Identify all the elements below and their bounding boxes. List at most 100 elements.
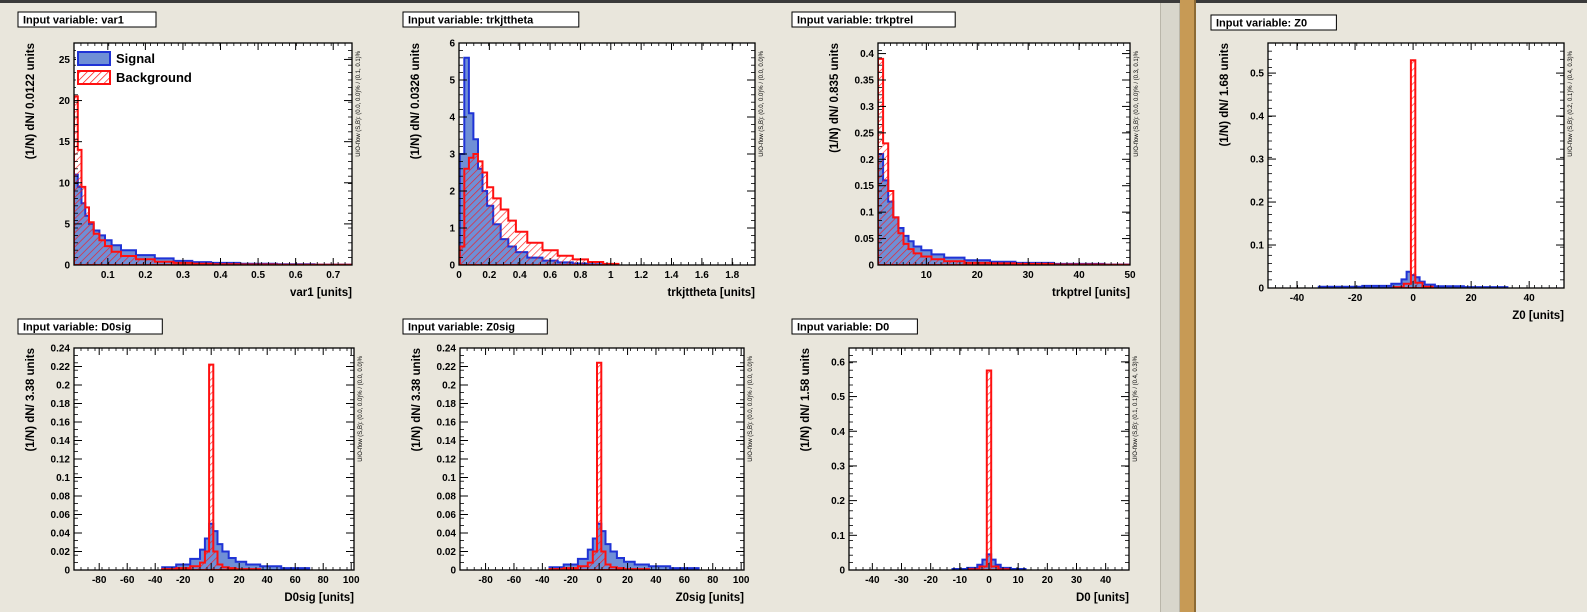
y-tick-label: 0.22 (51, 362, 71, 373)
y-tick-label: 1 (449, 224, 455, 235)
panel-title: Input variable: D0sig (23, 322, 131, 334)
y-tick-label: 0.5 (1250, 69, 1264, 80)
histogram-panel-4: Input variable: D0sig -80 -60 -40 -20 0 20 40 60… (17, 318, 364, 604)
y-tick-label: 0.18 (437, 399, 457, 410)
y-tick-label: 0.3 (831, 461, 845, 472)
y-tick-label: 15 (59, 137, 71, 148)
y-tick-label: 0.02 (437, 547, 457, 558)
y-tick-label: 0.4 (1250, 112, 1264, 123)
y-tick-label: 0.1 (860, 208, 874, 219)
y-tick-label: 0 (868, 261, 874, 272)
x-tick-label: 40 (262, 575, 274, 586)
y-tick-label: 5 (64, 219, 70, 230)
x-tick-label: 0.5 (251, 270, 265, 281)
x-tick-label: 1.2 (634, 270, 648, 281)
y-tick-label: 0.2 (1250, 198, 1264, 209)
y-axis-label: (1/N) dN/ 3.38 units (25, 348, 37, 452)
x-tick-label: 1.4 (665, 270, 679, 281)
panel-title-box (1210, 14, 1337, 31)
y-tick-label: 0.2 (831, 496, 845, 507)
y-tick-label: 0.18 (51, 399, 71, 410)
panel-title-box (402, 11, 580, 28)
x-tick-label: 0.7 (326, 270, 340, 281)
plot-frame-bg (878, 43, 1130, 265)
panel-title-box (17, 11, 157, 28)
background-histogram (459, 153, 620, 265)
background-histogram (878, 57, 1130, 265)
panel-title: Input variable: trkptrel (797, 15, 913, 27)
y-tick-label: 0 (450, 566, 456, 577)
y-tick-label: 0 (1258, 284, 1264, 295)
x-tick-label: 20 (234, 575, 246, 586)
histogram-bars (459, 56, 620, 265)
y-tick-label: 0 (64, 566, 70, 577)
x-tick-label: 10 (1013, 575, 1025, 586)
histogram-panel-1: Input variable: var1 0.1 0.2 0.3 0.4 0.5 0.6 0.… (17, 11, 362, 299)
x-tick-label: -10 (953, 575, 968, 586)
canvas-window-right: Input variable: Z0 -40 -20 0 20 40 0 0.1 0.2 0.3 0… (1196, 3, 1587, 612)
legend: Signal Background (76, 50, 216, 90)
x-tick-label: 0.2 (482, 270, 496, 281)
y-tick-label: 0.24 (51, 344, 71, 355)
x-axis-label: var1 [units] (290, 287, 352, 299)
x-tick-label: 20 (1466, 293, 1478, 304)
x-tick-label: 0 (208, 575, 214, 586)
y-tick-label: 25 (59, 55, 71, 66)
x-tick-label: 40 (1100, 575, 1112, 586)
x-tick-label: -80 (92, 575, 107, 586)
canvas-window-left: Input variable: var1 0.1 0.2 0.3 0.4 0.5 0.6 0.… (0, 3, 1160, 612)
y-tick-label: 0.12 (437, 455, 457, 466)
x-tick-label: 0.3 (176, 270, 190, 281)
overflow-label: U/O-flow (S,B): (0.1, 0.1)% / (0.4, 0.3)… (1133, 355, 1139, 461)
y-tick-label: 0.6 (831, 357, 845, 368)
y-tick-label: 0.06 (437, 510, 457, 521)
x-tick-label: -40 (148, 575, 163, 586)
x-tick-label: 0.6 (543, 270, 557, 281)
overflow-label: U/O-flow (S,B): (0.0, 0.0)% / (0.3, 0.1)… (1134, 50, 1140, 156)
x-tick-label: 0 (986, 575, 992, 586)
y-tick-label: 2 (449, 187, 455, 198)
legend-signal-label: Signal (116, 51, 155, 66)
panel-title: Input variable: trkjttheta (408, 15, 534, 27)
x-tick-label: 50 (1124, 270, 1136, 281)
overflow-label: U/O-flow (S,B): (0.0, 0.0)% / (0.1, 0.1)… (356, 50, 362, 156)
x-tick-label: 40 (1074, 270, 1086, 281)
y-tick-label: 0.15 (855, 181, 875, 192)
window-scrollbar[interactable] (1160, 3, 1180, 612)
y-tick-label: 0.06 (51, 510, 71, 521)
panel-title: Input variable: Z0sig (408, 322, 515, 334)
y-tick-label: 0.25 (855, 128, 875, 139)
y-tick-label: 6 (449, 39, 455, 50)
y-tick-label: 0.5 (831, 392, 845, 403)
y-tick-label: 0.02 (51, 547, 71, 558)
y-tick-label: 0.1 (442, 473, 456, 484)
x-axis-label: Z0sig [units] (676, 592, 745, 604)
x-tick-label: 10 (921, 270, 933, 281)
y-tick-label: 0.08 (437, 492, 457, 503)
y-tick-label: 0.16 (51, 418, 71, 429)
histogram-panel-5: Input variable: Z0sig -80 -60 -40 -20 0 20 40 60… (402, 318, 754, 604)
overflow-label: U/O-flow (S,B): (0.0, 0.0)% / (0.0, 0.0)… (358, 355, 364, 461)
histogram-bars (951, 369, 1027, 570)
signal-histogram (548, 522, 700, 570)
y-tick-label: 0.3 (860, 102, 874, 113)
legend-signal-swatch (77, 51, 111, 66)
y-tick-label: 0 (64, 261, 70, 272)
x-tick-label: 40 (650, 575, 662, 586)
x-tick-label: -20 (923, 575, 938, 586)
x-tick-label: -20 (176, 575, 191, 586)
x-tick-label: -40 (1290, 293, 1305, 304)
y-tick-label: 20 (59, 96, 71, 107)
x-tick-label: -40 (535, 575, 550, 586)
window-separator (1180, 0, 1196, 612)
y-tick-label: 5 (449, 76, 455, 87)
legend-background-swatch (77, 70, 111, 85)
x-tick-label: -20 (1348, 293, 1363, 304)
x-axis-label: Z0 [units] (1512, 310, 1564, 322)
y-axis-label: (1/N) dN/ 3.38 units (411, 348, 423, 452)
histogram-grid-right: Input variable: Z0 -40 -20 0 20 40 0 0.1 0.2 0.3 0… (1210, 14, 1574, 322)
x-tick-label: 100 (733, 575, 750, 586)
x-tick-label: 30 (1071, 575, 1083, 586)
x-tick-label: 60 (290, 575, 302, 586)
x-tick-label: 0.4 (214, 270, 228, 281)
